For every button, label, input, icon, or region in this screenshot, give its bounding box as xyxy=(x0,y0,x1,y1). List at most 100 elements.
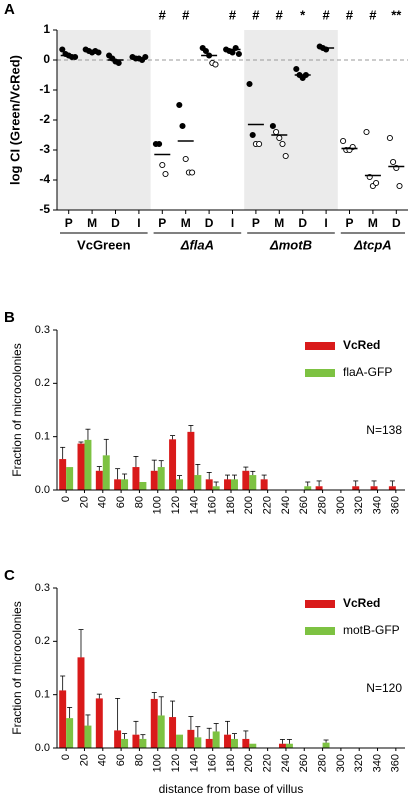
bar xyxy=(194,737,202,748)
x-tick-label: 260 xyxy=(298,496,310,514)
data-point xyxy=(59,46,66,53)
bar xyxy=(304,486,312,490)
y-tick-label: -2 xyxy=(39,112,50,126)
bar xyxy=(114,730,122,748)
bar xyxy=(150,698,158,748)
x-tick-label: 200 xyxy=(243,754,255,772)
bar xyxy=(249,743,257,748)
significance: # xyxy=(159,7,167,22)
x-tick-label: M xyxy=(274,216,284,230)
x-tick-label: 40 xyxy=(97,754,109,766)
y-axis-label: Fraction of microcolonies xyxy=(10,343,24,476)
x-tick-label: 60 xyxy=(115,496,127,508)
bar xyxy=(212,731,220,748)
x-tick-label: 20 xyxy=(78,496,90,508)
significance: ** xyxy=(391,7,402,22)
x-tick-label: 320 xyxy=(353,496,365,514)
y-tick-label: 0.3 xyxy=(35,324,50,336)
bar xyxy=(370,486,378,490)
significance: # xyxy=(369,7,377,22)
x-tick-label: 220 xyxy=(262,754,274,772)
data-point xyxy=(279,140,286,148)
legend-swatch xyxy=(305,342,335,350)
significance: * xyxy=(300,7,306,22)
x-tick-label: 260 xyxy=(298,754,310,772)
data-point xyxy=(282,152,289,160)
data-point xyxy=(235,50,242,58)
bar xyxy=(66,467,74,490)
data-point xyxy=(202,47,209,55)
y-tick-label: -1 xyxy=(39,82,50,96)
y-tick-label: 0.0 xyxy=(35,484,50,496)
data-point xyxy=(390,158,397,166)
bar xyxy=(212,486,220,490)
y-tick-label: 0.1 xyxy=(35,689,50,701)
x-tick-label: 100 xyxy=(152,754,164,772)
bar xyxy=(114,479,122,490)
x-tick-label: I xyxy=(231,216,234,230)
x-tick-label: 140 xyxy=(188,754,200,772)
data-point xyxy=(363,128,370,136)
x-tick-label: 340 xyxy=(371,754,383,772)
group-label: VcGreen xyxy=(77,237,131,252)
data-point xyxy=(249,131,256,139)
legend-swatch xyxy=(305,369,335,377)
x-tick-label: 180 xyxy=(225,754,237,772)
significance: # xyxy=(229,7,237,22)
x-tick-label: 280 xyxy=(316,754,328,772)
bar xyxy=(278,743,286,748)
x-tick-label: 300 xyxy=(335,496,347,514)
bar xyxy=(205,479,213,490)
x-tick-label: P xyxy=(158,216,166,230)
bar xyxy=(66,718,74,748)
x-tick-label: 280 xyxy=(316,496,328,514)
x-tick-label: 240 xyxy=(280,754,292,772)
data-point xyxy=(115,59,122,67)
bar xyxy=(187,729,195,748)
bar xyxy=(242,738,250,748)
bar xyxy=(205,738,213,748)
bar xyxy=(169,439,177,490)
data-point xyxy=(386,134,393,142)
x-tick-label: I xyxy=(137,216,140,230)
bar xyxy=(157,715,165,748)
x-axis-label: distance from base of villus xyxy=(159,782,304,796)
bar xyxy=(59,690,67,748)
y-tick-label: -5 xyxy=(39,202,50,216)
data-point xyxy=(212,61,219,68)
bar xyxy=(176,479,184,490)
x-tick-label: 160 xyxy=(207,754,219,772)
x-tick-label: D xyxy=(298,216,307,230)
bar xyxy=(121,738,129,748)
bar xyxy=(157,467,165,490)
bar xyxy=(139,482,147,490)
significance: # xyxy=(182,7,190,22)
x-tick-label: 300 xyxy=(335,754,347,772)
y-axis-label: log CI (Green/VcRed) xyxy=(7,55,22,185)
panel-letter: B xyxy=(4,309,15,326)
x-tick-label: 320 xyxy=(353,754,365,772)
legend-swatch xyxy=(305,627,335,635)
x-tick-label: 0 xyxy=(60,496,72,502)
data-point xyxy=(159,161,166,169)
y-tick-label: 0.2 xyxy=(35,377,50,389)
group-label: ΔmotB xyxy=(269,237,312,252)
x-tick-label: 100 xyxy=(152,496,164,514)
x-tick-label: M xyxy=(368,216,378,230)
data-point xyxy=(269,122,276,130)
x-tick-label: M xyxy=(181,216,191,230)
bar xyxy=(121,479,129,490)
x-tick-label: 120 xyxy=(170,496,182,514)
bar xyxy=(322,742,330,748)
bar xyxy=(139,738,147,748)
y-tick-label: 0.1 xyxy=(35,431,50,443)
group-label: ΔtcpA xyxy=(353,237,392,252)
x-tick-label: 160 xyxy=(207,496,219,514)
bar xyxy=(187,431,195,490)
data-point xyxy=(396,182,403,190)
bar xyxy=(224,734,231,748)
x-tick-label: 80 xyxy=(133,754,145,766)
x-tick-label: D xyxy=(111,216,120,230)
bar xyxy=(102,455,110,490)
